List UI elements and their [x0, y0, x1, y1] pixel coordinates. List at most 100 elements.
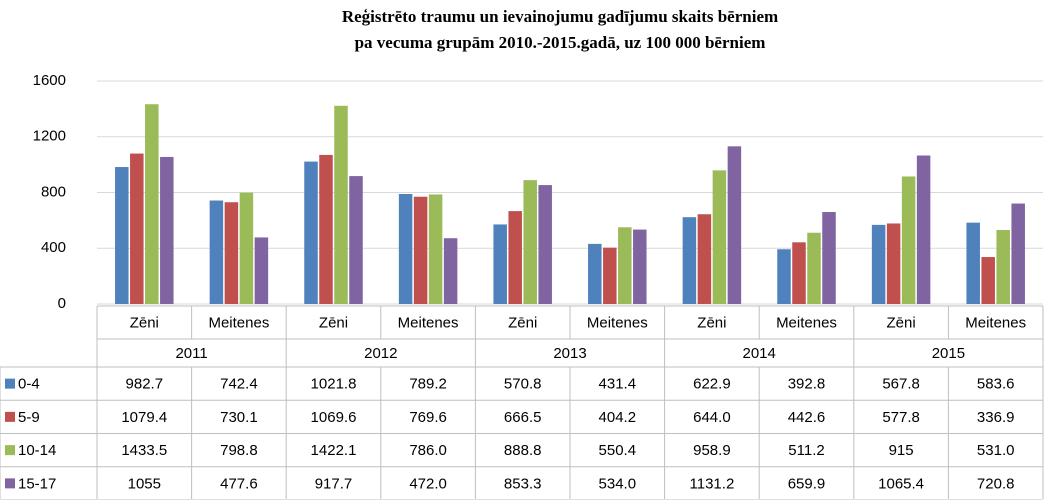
data-label: 534.0 [599, 475, 637, 492]
bar [523, 180, 537, 304]
legend-swatch [5, 378, 15, 389]
bar [145, 104, 159, 305]
x-tick-label: Zēni [887, 314, 916, 331]
legend-swatch [5, 445, 15, 456]
bar [334, 105, 348, 304]
x-tick-label: Zēni [130, 314, 159, 331]
bar [697, 214, 712, 304]
bar [871, 224, 886, 304]
data-label: 550.4 [599, 442, 637, 459]
data-label: 1422.1 [311, 442, 357, 459]
data-label: 477.6 [220, 475, 258, 492]
data-label: 567.8 [882, 376, 920, 393]
x-tick-label: Meitenes [208, 314, 269, 331]
bar [349, 176, 363, 304]
bar [443, 238, 458, 304]
bar [304, 161, 318, 304]
data-label: 431.4 [599, 376, 637, 393]
data-label: 1055 [128, 475, 161, 492]
group-label: 2013 [553, 345, 586, 362]
x-tick-label: Zēni [697, 314, 726, 331]
x-tick-label: Meitenes [776, 314, 837, 331]
data-label: 531.0 [977, 442, 1015, 459]
x-tick-label: Zēni [319, 314, 348, 331]
data-label: 659.9 [788, 475, 826, 492]
data-label: 1065.4 [878, 475, 924, 492]
bar [115, 167, 129, 304]
bar [618, 227, 632, 304]
legend-swatch [5, 478, 15, 489]
legend-label: 15-17 [18, 475, 56, 492]
bar [224, 202, 239, 304]
data-label: 511.2 [788, 442, 824, 459]
bar [1011, 203, 1025, 304]
bar [807, 232, 821, 304]
data-label: 404.2 [599, 409, 637, 426]
chart-subtitle: pa vecuma grupām 2010.-2015.gadā, uz 100… [355, 33, 766, 52]
bar [633, 229, 647, 304]
bar [712, 170, 727, 304]
legend-label: 0-4 [18, 376, 40, 393]
data-label: 789.2 [409, 376, 447, 393]
legend-swatch [5, 411, 15, 422]
data-label: 730.1 [220, 409, 258, 426]
bar [319, 154, 333, 304]
y-tick-label: 800 [41, 183, 66, 200]
x-tick-label: Meitenes [398, 314, 459, 331]
legend-label: 10-14 [18, 442, 56, 459]
bar [428, 194, 443, 304]
group-label: 2014 [743, 345, 776, 362]
data-label: 336.9 [977, 409, 1015, 426]
data-label: 570.8 [504, 376, 542, 393]
bar [966, 222, 980, 304]
data-label: 472.0 [409, 475, 447, 492]
bar [160, 156, 174, 304]
bar [588, 243, 602, 304]
data-label: 577.8 [882, 409, 920, 426]
data-label: 442.6 [788, 409, 826, 426]
data-label: 1069.6 [311, 409, 357, 426]
bar [886, 223, 901, 304]
x-tick-label: Meitenes [965, 314, 1026, 331]
data-label: 1131.2 [690, 475, 735, 492]
bar [130, 153, 144, 304]
y-tick-label: 1200 [33, 128, 66, 145]
bar [996, 229, 1010, 304]
chart-title: Reģistrēto traumu un ievainojumu gadījum… [342, 7, 778, 26]
data-label: 1433.5 [121, 442, 167, 459]
group-label: 2015 [932, 345, 965, 362]
bar [777, 249, 791, 304]
bar [493, 224, 507, 304]
y-tick-label: 0 [58, 295, 66, 312]
bar [727, 146, 742, 304]
data-label: 769.6 [409, 409, 447, 426]
x-tick-label: Zēni [508, 314, 537, 331]
bar [682, 217, 697, 304]
bar [901, 176, 916, 304]
bar [413, 196, 428, 304]
data-label: 853.3 [504, 475, 542, 492]
data-label: 915 [889, 442, 914, 459]
group-label: 2011 [175, 345, 207, 362]
bar [916, 155, 931, 304]
bar [603, 247, 617, 304]
y-tick-label: 400 [41, 239, 66, 256]
data-label: 644.0 [693, 409, 731, 426]
data-label: 666.5 [504, 409, 542, 426]
legend-label: 5-9 [18, 409, 40, 426]
data-label: 958.9 [693, 442, 731, 459]
group-label: 2012 [364, 345, 397, 362]
data-label: 1021.8 [311, 376, 357, 393]
data-label: 917.7 [315, 475, 353, 492]
data-label: 720.8 [977, 475, 1015, 492]
bar [538, 185, 552, 304]
bar [239, 192, 254, 304]
data-label: 742.4 [220, 376, 258, 393]
bar [254, 237, 269, 304]
bar [398, 194, 413, 304]
bar [822, 212, 836, 304]
x-tick-label: Meitenes [587, 314, 648, 331]
data-label: 982.7 [126, 376, 164, 393]
y-tick-label: 1600 [33, 72, 66, 89]
